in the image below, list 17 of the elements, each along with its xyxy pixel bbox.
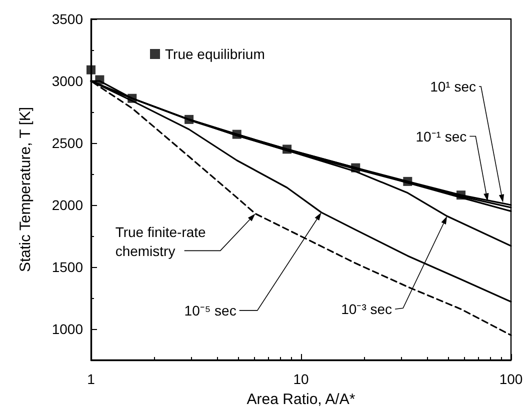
annotation: 10⁻¹ sec bbox=[416, 128, 467, 144]
y-tick-label: 2000 bbox=[52, 197, 84, 213]
y-tick-label: 3000 bbox=[52, 73, 84, 89]
annotation: True finite-rate chemistry bbox=[115, 224, 210, 260]
y-axis-title: Static Temperature, T [K] bbox=[17, 106, 34, 272]
x-tick-label: 100 bbox=[499, 371, 523, 387]
annotation: 10¹ sec bbox=[430, 78, 476, 95]
y-tick-label: 1000 bbox=[52, 321, 84, 337]
x-axis-title: Area Ratio, A/A* bbox=[246, 391, 356, 408]
x-tick-label: 1 bbox=[87, 371, 96, 387]
x-tick-label: 10 bbox=[293, 371, 309, 387]
legend-label: True equilibrium bbox=[165, 46, 265, 62]
y-tick-label: 3500 bbox=[52, 11, 84, 27]
y-tick-label: 1500 bbox=[52, 259, 84, 275]
annotation: 10⁻⁵ sec bbox=[184, 302, 236, 318]
annotation: 10⁻³ sec bbox=[341, 301, 392, 318]
y-tick-label: 2500 bbox=[52, 135, 84, 151]
